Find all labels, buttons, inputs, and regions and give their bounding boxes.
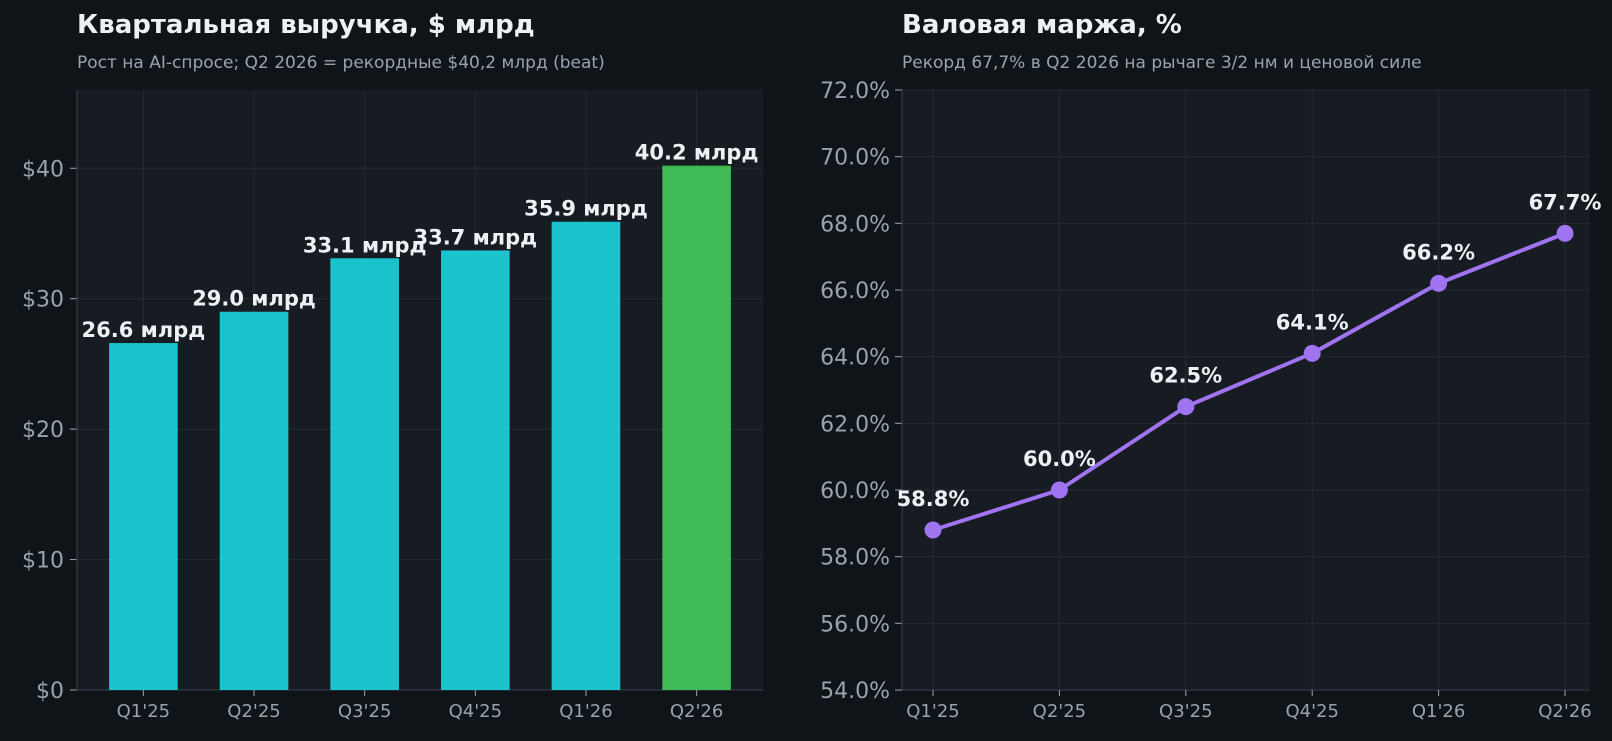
x-tick-label: Q2'26	[1538, 701, 1591, 722]
margin-data-point	[1177, 398, 1195, 416]
x-tick-label: Q4'25	[449, 701, 502, 722]
bar-data-label: 26.6 млрд	[82, 318, 206, 342]
x-tick-label: Q1'26	[559, 701, 612, 722]
y-tick-label: 54.0%	[820, 679, 890, 704]
y-tick-label: 62.0%	[820, 412, 890, 437]
revenue-bar-chart: $0 $10 $20 $30 $40 26.6 млрд Q1'25 29.0 млрд Q2'…	[22, 90, 763, 722]
margin-data-point	[1050, 481, 1068, 499]
y-tick-label: 60.0%	[820, 479, 890, 504]
x-tick-label: Q3'25	[1159, 701, 1212, 722]
point-data-label: 60.0%	[1023, 447, 1096, 471]
revenue-bar	[441, 250, 510, 690]
margin-data-point	[1430, 274, 1448, 292]
x-tick-label: Q4'25	[1285, 701, 1338, 722]
plot-area	[902, 90, 1590, 690]
point-data-label: 66.2%	[1402, 240, 1475, 264]
margin-data-point	[1556, 224, 1574, 242]
margin-series-line	[932, 231, 1566, 532]
x-tick-label: Q1'26	[1412, 701, 1465, 722]
y-tick-label: 68.0%	[820, 212, 890, 237]
margin-chart-panel: Валовая маржа, % Рекорд 67,7% в Q2 2026 …	[806, 0, 1612, 741]
point-data-label: 67.7%	[1529, 190, 1602, 214]
point-data-label: 64.1%	[1276, 310, 1349, 334]
revenue-bar	[662, 165, 731, 691]
x-tick-label: Q1'25	[117, 701, 170, 722]
margin-data-point	[924, 521, 942, 539]
margin-line-chart: 54.0% 56.0% 58.0% 60.0% 62.0% 64.0% 66.0% 68.0%…	[820, 79, 1602, 722]
revenue-bar	[551, 221, 621, 690]
revenue-chart-title: Квартальная выручка, $ млрд	[77, 10, 535, 40]
x-tick-label: Q2'26	[670, 701, 723, 722]
x-tick-label: Q2'25	[227, 701, 280, 722]
y-tick-label: $40	[22, 157, 64, 182]
y-tick-label: $0	[36, 679, 64, 704]
bar-data-label: 29.0 млрд	[192, 287, 316, 311]
revenue-bar	[109, 343, 178, 690]
y-tick-label: 70.0%	[820, 146, 890, 171]
y-tick-label: $30	[22, 288, 64, 313]
bar-data-label: 40.2 млрд	[635, 141, 759, 165]
y-tick-label: 72.0%	[820, 79, 890, 104]
revenue-bar	[330, 258, 399, 690]
x-tick-label: Q2'25	[1033, 701, 1086, 722]
y-tick-label: 58.0%	[820, 546, 890, 571]
bar-data-label: 35.9 млрд	[524, 197, 648, 221]
bar-data-label: 33.7 млрд	[413, 225, 537, 249]
y-tick-label: $20	[22, 418, 64, 443]
margin-chart-title: Валовая маржа, %	[902, 10, 1182, 40]
bar-data-label: 33.1 млрд	[303, 233, 427, 257]
y-tick-label: 64.0%	[820, 346, 890, 371]
y-tick-label: 56.0%	[820, 612, 890, 637]
x-tick-label: Q3'25	[338, 701, 391, 722]
plot-area	[77, 90, 763, 690]
y-tick-label: $10	[22, 549, 64, 574]
point-data-label: 58.8%	[897, 487, 970, 511]
y-tick-label: 66.0%	[820, 279, 890, 304]
revenue-chart-panel: Квартальная выручка, $ млрд Рост на AI-с…	[22, 10, 763, 722]
revenue-chart-subtitle: Рост на AI-спросе; Q2 2026 = рекордные $…	[77, 53, 605, 73]
x-tick-label: Q1'25	[906, 701, 959, 722]
point-data-label: 62.5%	[1149, 364, 1222, 388]
margin-chart-subtitle: Рекорд 67,7% в Q2 2026 на рычаге 3/2 нм …	[902, 53, 1422, 73]
revenue-bar	[219, 311, 289, 690]
margin-data-point	[1303, 344, 1321, 362]
